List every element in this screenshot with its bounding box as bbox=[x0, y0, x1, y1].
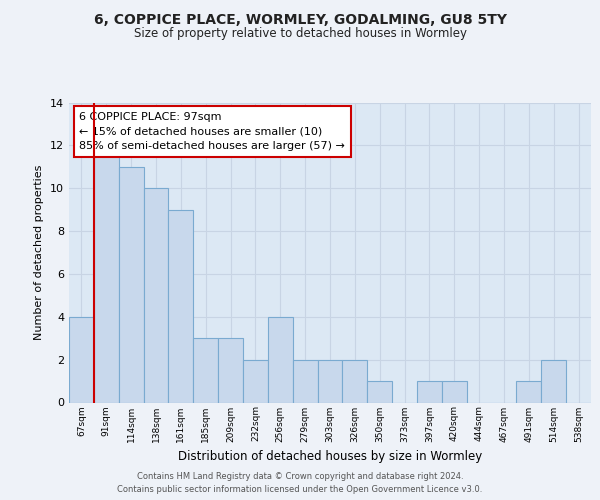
Bar bbox=[69, 317, 94, 402]
Text: Size of property relative to detached houses in Wormley: Size of property relative to detached ho… bbox=[133, 28, 467, 40]
Bar bbox=[517, 381, 541, 402]
Text: Contains HM Land Registry data © Crown copyright and database right 2024.: Contains HM Land Registry data © Crown c… bbox=[137, 472, 463, 481]
Text: Contains public sector information licensed under the Open Government Licence v3: Contains public sector information licen… bbox=[118, 485, 482, 494]
Bar bbox=[193, 338, 218, 402]
X-axis label: Distribution of detached houses by size in Wormley: Distribution of detached houses by size … bbox=[178, 450, 482, 463]
Bar bbox=[243, 360, 268, 403]
Bar bbox=[343, 360, 367, 403]
Bar bbox=[317, 360, 343, 403]
Bar bbox=[442, 381, 467, 402]
Bar bbox=[143, 188, 169, 402]
Bar bbox=[541, 360, 566, 403]
Bar bbox=[367, 381, 392, 402]
Bar bbox=[268, 317, 293, 402]
Bar bbox=[169, 210, 193, 402]
Y-axis label: Number of detached properties: Number of detached properties bbox=[34, 165, 44, 340]
Bar bbox=[94, 146, 119, 402]
Bar bbox=[119, 167, 143, 402]
Bar bbox=[293, 360, 317, 403]
Bar bbox=[417, 381, 442, 402]
Bar bbox=[218, 338, 243, 402]
Text: 6, COPPICE PLACE, WORMLEY, GODALMING, GU8 5TY: 6, COPPICE PLACE, WORMLEY, GODALMING, GU… bbox=[94, 12, 506, 26]
Text: 6 COPPICE PLACE: 97sqm
← 15% of detached houses are smaller (10)
85% of semi-det: 6 COPPICE PLACE: 97sqm ← 15% of detached… bbox=[79, 112, 346, 151]
